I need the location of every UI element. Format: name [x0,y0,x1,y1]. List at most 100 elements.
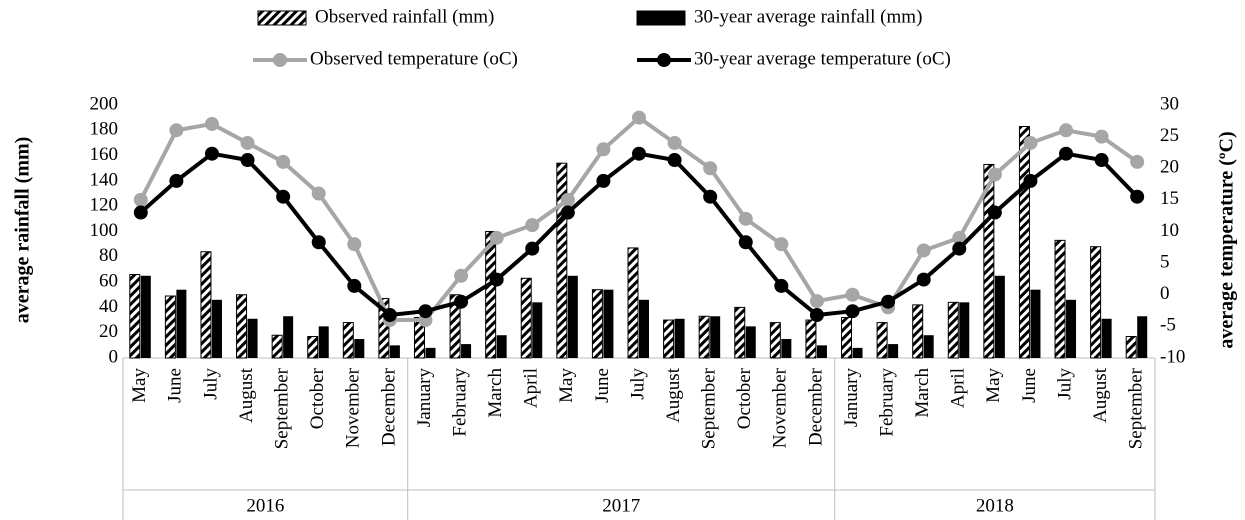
x-tick-label: August [663,367,684,423]
bar [591,289,603,359]
bar [247,318,258,358]
bar [1137,316,1148,358]
y2-tick-label: 30 [1160,93,1179,114]
x-tick-label: April [948,368,969,408]
bar [520,277,532,359]
marker [809,294,824,309]
marker [276,154,291,169]
bar [888,344,899,358]
group-label: 2017 [602,495,640,516]
y-axis-title: average rainfall (mm) [12,137,34,324]
bar [140,275,151,358]
marker [738,235,753,250]
bar [532,302,543,358]
bar [603,289,614,358]
marker [952,230,967,245]
bar [354,339,365,358]
x-tick-label: May [129,368,150,403]
bar [378,298,390,359]
x-tick-label: October [734,367,755,429]
x-tick-label: May [556,368,577,403]
bar [710,316,721,358]
x-tick-label: February [876,368,897,437]
bar [556,162,568,359]
marker [560,205,575,220]
y-tick-label: 40 [99,296,118,317]
bar [816,345,827,358]
bar [449,294,461,359]
legend-swatch [657,53,671,67]
bar [389,345,400,358]
bar [271,334,283,359]
bar [876,322,888,359]
group-label: 2016 [246,495,284,516]
marker [596,173,611,188]
marker [1094,129,1109,144]
bar [176,289,187,358]
x-tick-label: January [841,368,862,428]
x-tick-label: November [343,367,364,448]
y-tick-label: 180 [90,119,119,140]
y2-tick-label: 5 [1160,251,1170,272]
legend-swatch [257,10,307,26]
y-tick-label: 60 [99,270,118,291]
marker [311,186,326,201]
marker [169,123,184,138]
x-tick-label: June [592,368,613,403]
bar [674,318,685,358]
marker [1130,189,1145,204]
bar [1030,289,1041,358]
marker [667,135,682,150]
marker [738,211,753,226]
bar [283,316,294,358]
y2-tick-label: 20 [1160,157,1179,178]
bar [947,301,959,359]
y2-axis-title: average temperature (ºC) [1216,131,1238,348]
marker [596,142,611,157]
marker [916,243,931,258]
bar [1066,299,1077,358]
marker [809,307,824,322]
y2-tick-label: 10 [1160,220,1179,241]
legend-swatch [636,10,686,26]
marker [632,110,646,125]
y-tick-label: 120 [90,195,119,216]
x-tick-label: August [1090,367,1111,423]
x-tick-label: September [699,367,720,449]
marker [347,278,362,293]
bar [1018,126,1030,359]
marker [382,307,397,322]
bar [781,339,792,358]
marker [347,237,362,252]
marker [1059,146,1074,161]
group-label: 2018 [976,495,1014,516]
marker [987,167,1002,182]
bar [805,319,817,359]
x-tick-label: October [307,367,328,429]
bar [567,275,578,358]
marker [952,241,967,256]
bar [1125,335,1137,359]
x-tick-label: March [912,368,933,418]
x-tick-label: September [1126,367,1147,449]
legend-label: 30-year average temperature (oC) [694,48,951,69]
bar [485,231,497,359]
y-tick-label: 100 [90,220,119,241]
marker [204,116,219,131]
marker [774,278,789,293]
x-tick-label: November [770,367,791,448]
marker [1130,154,1145,169]
x-tick-label: July [627,368,648,400]
marker [987,205,1002,220]
bar [1101,318,1112,358]
bar [912,304,924,359]
bar [769,322,781,359]
bar [959,302,970,358]
bar [1090,246,1102,359]
marker [916,272,931,287]
marker [489,272,504,287]
x-tick-label: December [805,367,826,446]
x-tick-label: March [485,368,506,418]
marker [881,294,896,309]
